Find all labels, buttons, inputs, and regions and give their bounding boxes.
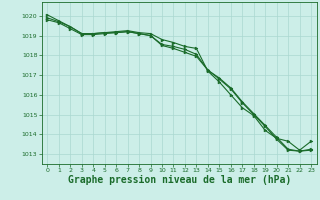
X-axis label: Graphe pression niveau de la mer (hPa): Graphe pression niveau de la mer (hPa) xyxy=(68,175,291,185)
